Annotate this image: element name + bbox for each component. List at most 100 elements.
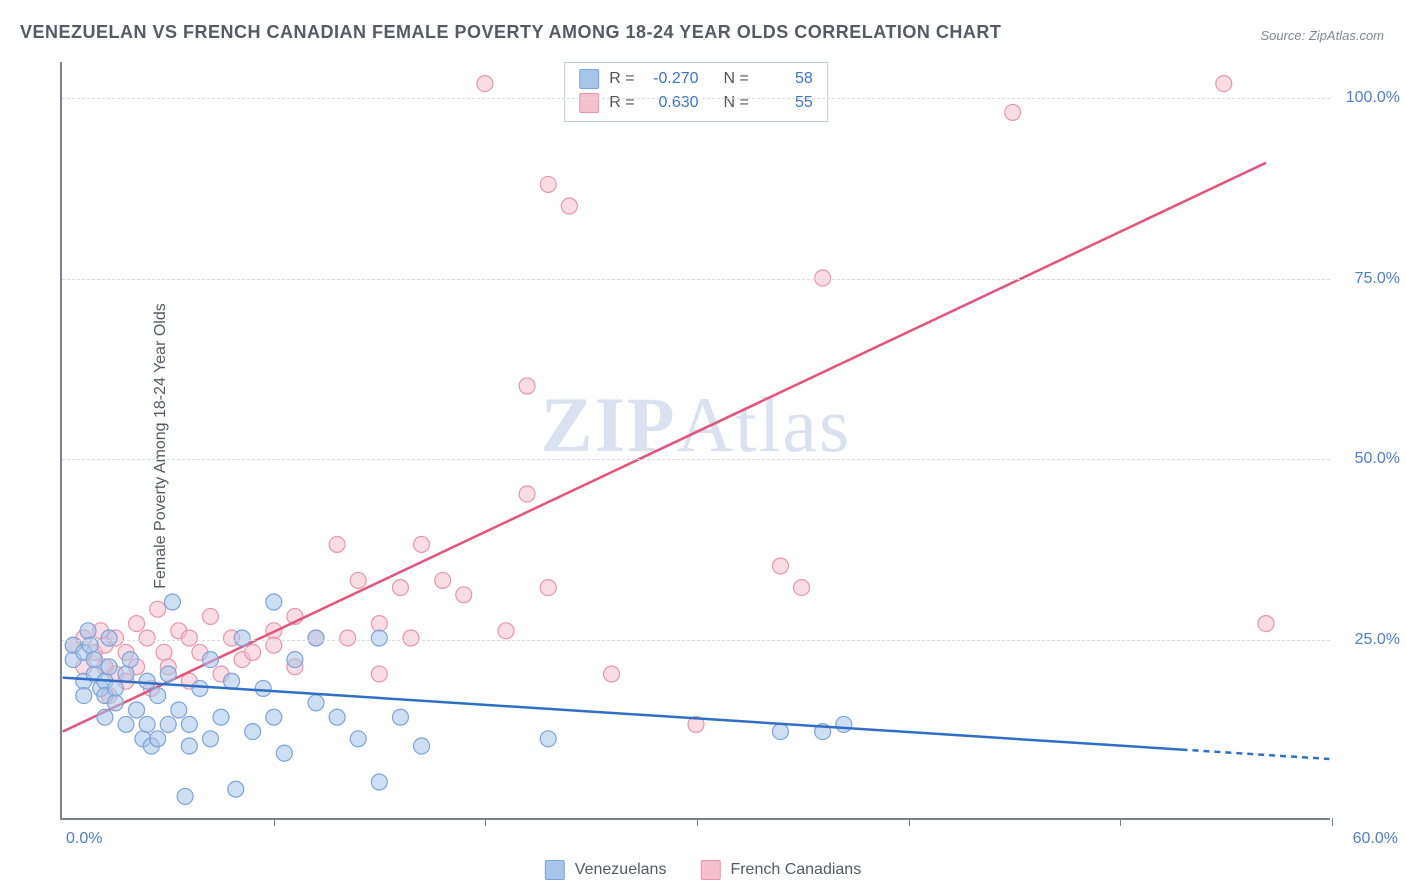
data-point [794, 580, 810, 596]
data-point [150, 688, 166, 704]
data-point [604, 666, 620, 682]
data-point [107, 695, 123, 711]
data-point [1005, 104, 1021, 120]
data-point [772, 724, 788, 740]
data-point [97, 709, 113, 725]
legend-item-french-canadians: French Canadians [700, 860, 861, 880]
data-point [202, 652, 218, 668]
data-point [772, 558, 788, 574]
data-point [456, 587, 472, 603]
data-point [1216, 76, 1232, 92]
data-point [371, 630, 387, 646]
data-point [414, 738, 430, 754]
x-tick-0: 0.0% [66, 830, 102, 848]
data-point [160, 716, 176, 732]
legend-swatch-blue [545, 860, 565, 880]
data-point [266, 594, 282, 610]
data-point [392, 709, 408, 725]
data-point [80, 623, 96, 639]
data-point [836, 716, 852, 732]
y-tick-label: 75.0% [1355, 270, 1400, 288]
data-point [150, 731, 166, 747]
data-point [540, 580, 556, 596]
y-tick-label: 50.0% [1355, 450, 1400, 468]
trend-line [63, 678, 1182, 750]
data-point [181, 716, 197, 732]
x-tick [274, 818, 275, 826]
data-point [213, 709, 229, 725]
gridline [62, 279, 1330, 280]
data-point [392, 580, 408, 596]
data-point [202, 608, 218, 624]
swatch-pink [579, 93, 599, 113]
source-attribution: Source: ZipAtlas.com [1260, 28, 1384, 43]
data-point [228, 781, 244, 797]
data-point [350, 572, 366, 588]
data-point [498, 623, 514, 639]
stats-row-venezuelans: R = -0.270 N = 58 [579, 67, 813, 91]
x-tick [1332, 818, 1333, 826]
data-point [540, 176, 556, 192]
chart-title: VENEZUELAN VS FRENCH CANADIAN FEMALE POV… [20, 22, 1001, 43]
data-point [266, 709, 282, 725]
data-point [519, 486, 535, 502]
stats-row-french-canadians: R = 0.630 N = 55 [579, 91, 813, 115]
data-point [435, 572, 451, 588]
data-point [122, 652, 138, 668]
data-point [308, 630, 324, 646]
x-tick-60: 60.0% [1353, 830, 1398, 848]
correlation-stats: R = -0.270 N = 58 R = 0.630 N = 55 [564, 62, 828, 122]
data-point [118, 716, 134, 732]
data-point [371, 666, 387, 682]
plot-area: ZIPAtlas R = -0.270 N = 58 R = 0.630 N =… [60, 62, 1330, 820]
data-point [477, 76, 493, 92]
data-point [156, 644, 172, 660]
data-point [1258, 616, 1274, 632]
data-point [245, 644, 261, 660]
data-point [329, 709, 345, 725]
data-point [234, 630, 250, 646]
data-point [519, 378, 535, 394]
data-point [101, 630, 117, 646]
legend-swatch-pink [700, 860, 720, 880]
data-point [340, 630, 356, 646]
data-point [329, 536, 345, 552]
y-tick-label: 25.0% [1355, 631, 1400, 649]
data-point [255, 680, 271, 696]
data-point [371, 774, 387, 790]
data-point [414, 536, 430, 552]
gridline [62, 640, 1330, 641]
chart-svg [62, 62, 1330, 818]
data-point [224, 673, 240, 689]
gridline [62, 459, 1330, 460]
trend-line-extrapolated [1182, 750, 1330, 759]
data-point [86, 652, 102, 668]
data-point [181, 630, 197, 646]
data-point [177, 788, 193, 804]
data-point [129, 616, 145, 632]
legend-item-venezuelans: Venezuelans [545, 860, 667, 880]
data-point [160, 666, 176, 682]
data-point [403, 630, 419, 646]
data-point [164, 594, 180, 610]
data-point [107, 680, 123, 696]
data-point [308, 695, 324, 711]
x-tick [1120, 818, 1121, 826]
data-point [276, 745, 292, 761]
gridline [62, 98, 1330, 99]
data-point [371, 616, 387, 632]
x-tick [485, 818, 486, 826]
swatch-blue [579, 69, 599, 89]
data-point [118, 666, 134, 682]
data-point [139, 716, 155, 732]
data-point [150, 601, 166, 617]
y-tick-label: 100.0% [1346, 89, 1400, 107]
data-point [192, 680, 208, 696]
legend: Venezuelans French Canadians [545, 860, 861, 880]
data-point [350, 731, 366, 747]
data-point [129, 702, 145, 718]
data-point [76, 688, 92, 704]
data-point [139, 630, 155, 646]
data-point [540, 731, 556, 747]
correlation-chart: VENEZUELAN VS FRENCH CANADIAN FEMALE POV… [0, 0, 1406, 892]
